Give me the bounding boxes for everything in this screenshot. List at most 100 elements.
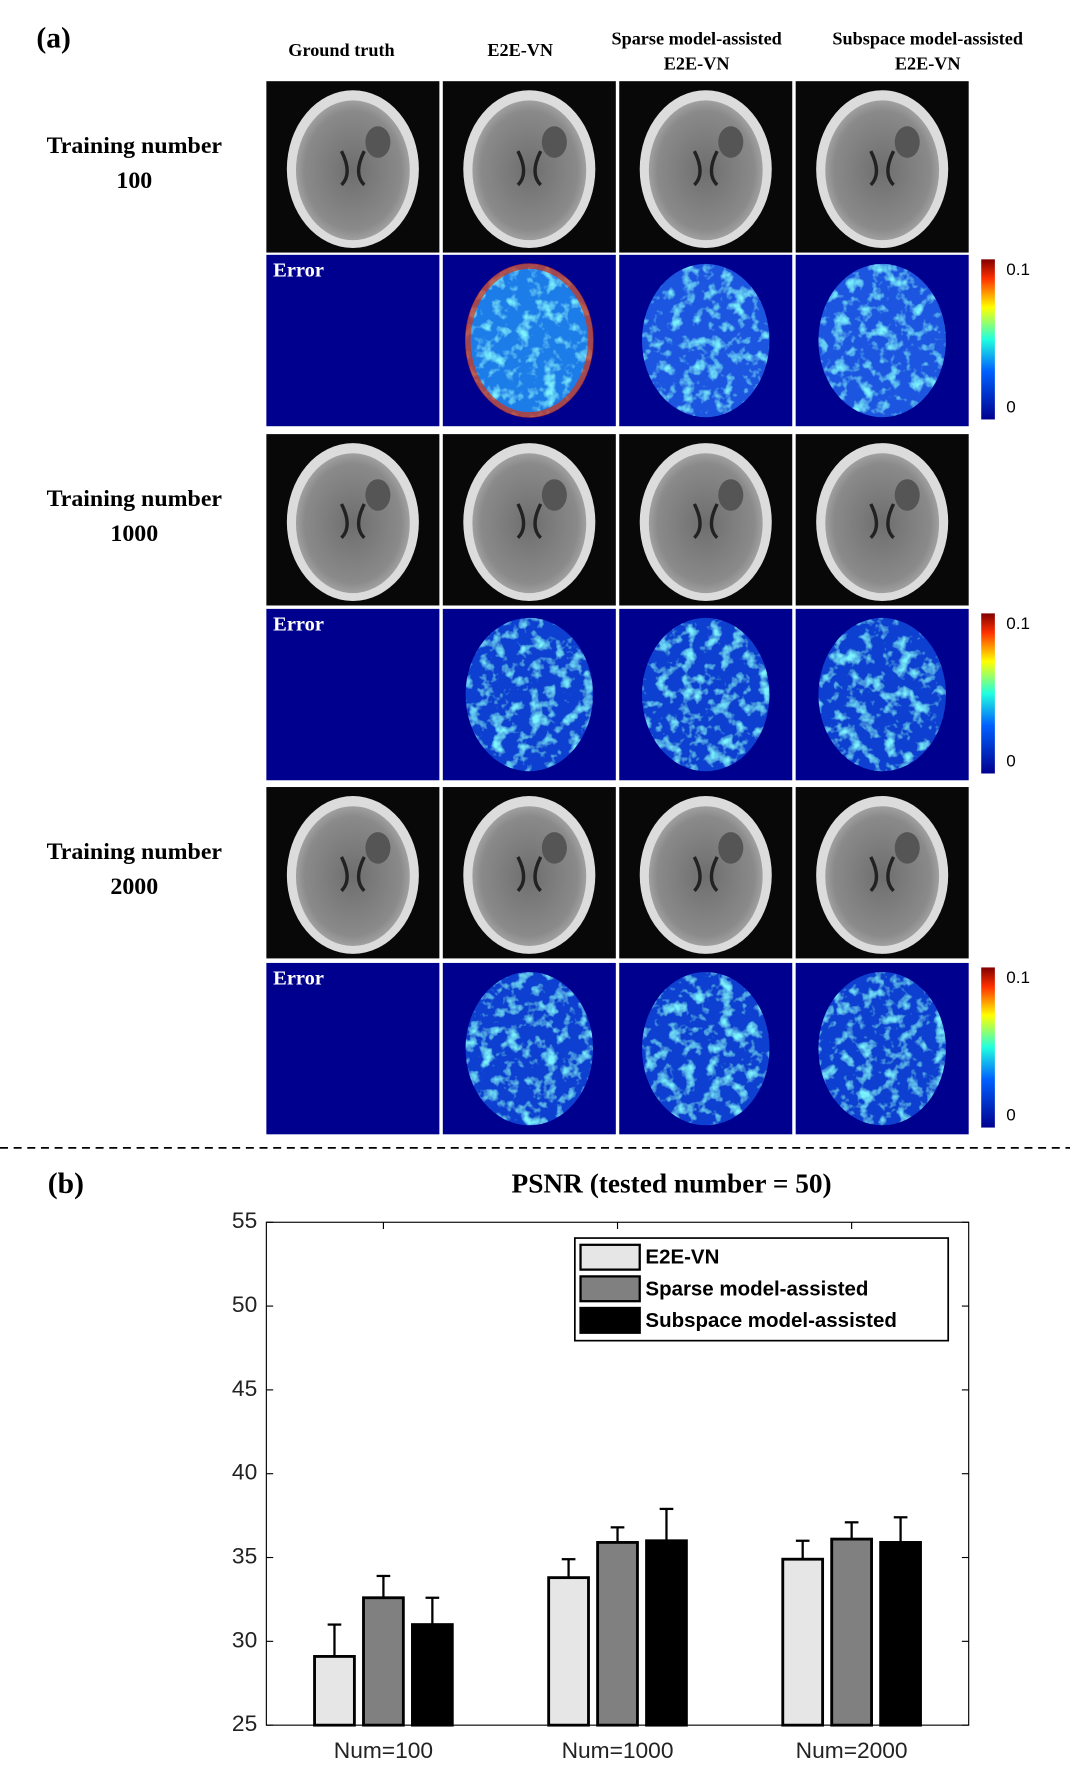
colorbar — [981, 967, 995, 1128]
brain — [295, 453, 410, 594]
ventricle — [869, 150, 896, 187]
lesion — [541, 832, 567, 864]
brain — [648, 806, 763, 947]
row-label: Training number — [47, 839, 223, 865]
legend-label: E2E-VN — [645, 1247, 719, 1269]
lesion — [894, 126, 920, 158]
legend-label: Sparse model-assisted — [645, 1278, 868, 1300]
colorbar-tick-label: 0 — [1006, 1106, 1015, 1125]
bar — [313, 1655, 356, 1727]
brain — [825, 453, 940, 594]
error-map — [266, 254, 440, 427]
lesion — [718, 832, 744, 864]
ventricle — [516, 856, 543, 892]
ventricle — [869, 503, 896, 540]
x-tick-label: Num=100 — [334, 1737, 433, 1763]
ventricle — [692, 503, 719, 540]
ventricle — [339, 503, 366, 540]
brain — [295, 806, 410, 947]
column-header: Sparse model-assisted — [611, 29, 781, 49]
panel-label: (a) — [36, 22, 70, 54]
row-label: 1000 — [110, 521, 158, 547]
ventricle — [339, 150, 366, 187]
error-region — [642, 263, 770, 418]
brain — [825, 100, 940, 241]
colorbar-tick-label: 0.1 — [1006, 968, 1030, 987]
error-region — [818, 617, 946, 772]
ventricle — [692, 150, 719, 187]
colorbar — [981, 613, 995, 774]
error-region — [465, 617, 594, 772]
y-tick-label: 30 — [232, 1626, 257, 1652]
error-label: Error — [273, 614, 324, 636]
bar — [645, 1539, 688, 1727]
ventricle — [516, 150, 543, 187]
error-map — [266, 608, 440, 781]
brain — [472, 453, 587, 594]
y-tick-label: 25 — [232, 1710, 257, 1736]
y-tick-label: 45 — [232, 1375, 257, 1401]
y-tick-label: 35 — [232, 1543, 257, 1569]
colorbar-tick-label: 0.1 — [1006, 260, 1030, 279]
chart-title: PSNR (tested number = 50) — [512, 1169, 832, 1199]
column-header: E2E-VN — [487, 40, 553, 60]
column-header: E2E-VN — [664, 54, 730, 74]
error-label: Error — [273, 968, 324, 990]
colorbar-tick-label: 0 — [1006, 398, 1015, 417]
lesion — [365, 479, 391, 511]
error-rim — [464, 263, 594, 418]
column-header: Subspace model-assisted — [832, 29, 1023, 49]
column-header: Ground truth — [288, 40, 394, 60]
lesion — [718, 126, 744, 158]
bar — [596, 1541, 639, 1727]
error-region — [818, 263, 946, 418]
lesion — [541, 479, 567, 511]
row-label: 2000 — [110, 874, 158, 900]
error-map — [266, 962, 440, 1135]
x-tick-label: Num=2000 — [796, 1737, 908, 1763]
ventricle — [869, 856, 896, 892]
brain — [472, 100, 587, 241]
y-tick-label: 40 — [232, 1459, 257, 1485]
brain — [825, 806, 940, 947]
panel-label: (b) — [48, 1168, 84, 1200]
bar — [830, 1537, 873, 1727]
error-label: Error — [273, 259, 324, 281]
lesion — [365, 832, 391, 864]
colorbar-tick-label: 0 — [1006, 752, 1015, 771]
bar — [362, 1596, 405, 1727]
y-tick-label: 50 — [232, 1291, 257, 1317]
error-region — [642, 617, 770, 772]
brain — [648, 453, 763, 594]
y-tick-label: 55 — [232, 1207, 257, 1233]
legend-swatch — [579, 1275, 641, 1303]
brain — [648, 100, 763, 241]
lesion — [365, 126, 391, 158]
brain — [472, 806, 587, 947]
lesion — [718, 479, 744, 511]
error-region — [818, 971, 946, 1126]
bar — [879, 1541, 922, 1727]
legend-label: Subspace model-assisted — [645, 1310, 896, 1332]
ventricle — [339, 856, 366, 892]
brain — [295, 100, 410, 241]
column-header: E2E-VN — [895, 54, 961, 74]
ventricle — [692, 856, 719, 892]
x-tick-label: Num=1000 — [562, 1737, 674, 1763]
error-region — [465, 263, 594, 418]
bar — [547, 1576, 590, 1727]
row-label: Training number — [47, 133, 223, 159]
row-label: Training number — [47, 486, 223, 512]
colorbar-tick-label: 0.1 — [1006, 614, 1030, 633]
legend-swatch — [579, 1243, 641, 1271]
bar — [781, 1557, 825, 1727]
lesion — [894, 832, 920, 864]
row-label: 100 — [116, 168, 152, 194]
bar — [411, 1623, 454, 1727]
error-region — [465, 971, 594, 1126]
error-region — [642, 971, 770, 1126]
lesion — [894, 479, 920, 511]
lesion — [541, 126, 567, 158]
